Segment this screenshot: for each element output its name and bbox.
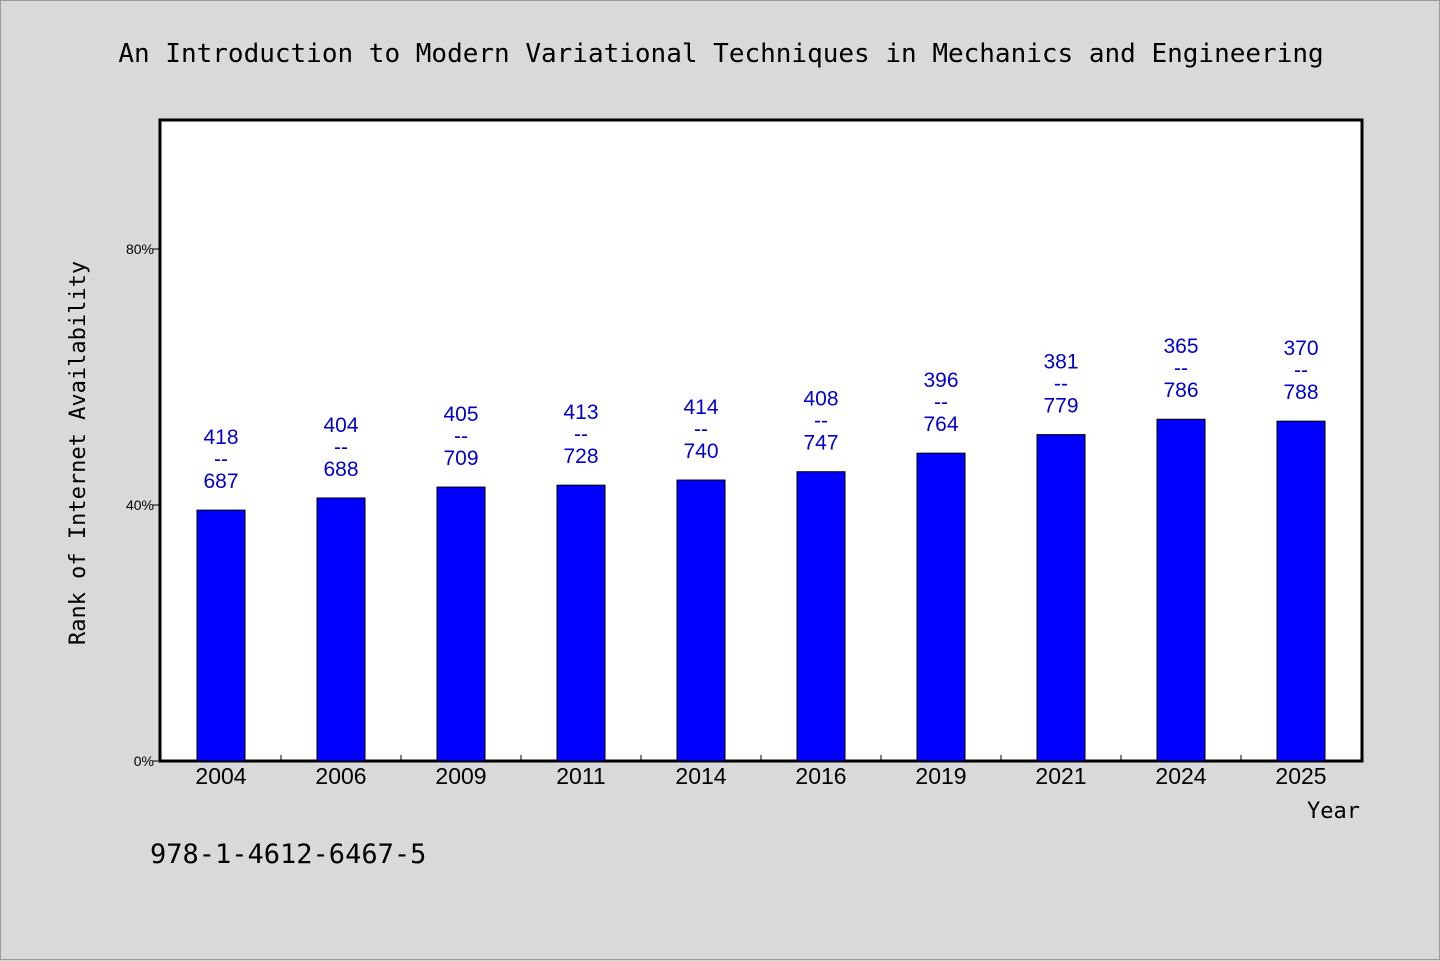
data-label: 688: [323, 458, 358, 481]
y-axis: 0% 40% 80%: [126, 241, 161, 769]
y-axis-label: Rank of Internet Availability: [66, 261, 91, 645]
y-tick-label: 40%: [126, 497, 154, 513]
bar: [316, 497, 366, 762]
bar: [1276, 420, 1326, 762]
data-label: 779: [1043, 395, 1078, 418]
data-label: --: [334, 436, 348, 459]
x-tick-label: 2025: [1275, 763, 1326, 789]
data-label: --: [214, 448, 228, 471]
bar: [1036, 434, 1086, 762]
data-label: 418: [203, 426, 238, 449]
data-label: --: [814, 410, 828, 433]
x-tick-label: 2014: [675, 763, 726, 789]
data-label: --: [1294, 359, 1308, 382]
bar: [556, 484, 606, 762]
data-label: 381: [1043, 351, 1078, 374]
data-labels-group: 418--687404--688405--709413--728414--740…: [203, 335, 1318, 493]
data-label: 747: [803, 432, 838, 455]
data-label: 788: [1283, 381, 1318, 404]
data-label: 687: [203, 470, 238, 493]
data-label: 370: [1283, 337, 1318, 360]
data-label: 408: [803, 388, 838, 411]
data-label: 740: [683, 440, 718, 463]
bar: [796, 471, 846, 762]
x-tick-label: 2009: [435, 763, 486, 789]
bar: [196, 509, 246, 762]
data-label: --: [454, 425, 468, 448]
y-tick-label: 80%: [126, 241, 154, 257]
data-label: 709: [443, 447, 478, 470]
x-axis: 2004 2006 2009 2011 2014 2016 2019 2021 2024 2025: [195, 755, 1327, 789]
data-label: --: [934, 391, 948, 414]
data-label: --: [574, 423, 588, 446]
bar: [436, 486, 486, 762]
bars-group: [196, 418, 1326, 762]
x-tick-label: 2011: [556, 763, 605, 789]
x-tick-label: 2024: [1155, 763, 1206, 789]
x-tick-label: 2019: [915, 763, 966, 789]
bar: [916, 452, 966, 762]
x-tick-label: 2006: [315, 763, 366, 789]
data-label: --: [1054, 373, 1068, 396]
data-label: --: [1174, 357, 1188, 380]
x-tick-label: 2021: [1035, 763, 1086, 789]
chart-title: An Introduction to Modern Variational Te…: [118, 39, 1323, 69]
data-label: 404: [323, 414, 358, 437]
data-label: 414: [683, 396, 718, 419]
data-label: 413: [563, 401, 598, 424]
data-label: 728: [563, 445, 598, 468]
bar: [676, 479, 726, 762]
data-label: 365: [1163, 335, 1198, 358]
x-tick-label: 2016: [795, 763, 846, 789]
data-label: 405: [443, 403, 478, 426]
data-label: --: [694, 418, 708, 441]
data-label: 786: [1163, 379, 1198, 402]
isbn-caption: 978-1-4612-6467-5: [150, 839, 426, 870]
x-tick-label: 2004: [195, 763, 246, 789]
x-axis-label: Year: [1307, 799, 1360, 824]
bar: [1156, 418, 1206, 762]
data-label: 764: [923, 413, 958, 436]
y-tick-label: 0%: [134, 753, 154, 769]
data-label: 396: [923, 369, 958, 392]
